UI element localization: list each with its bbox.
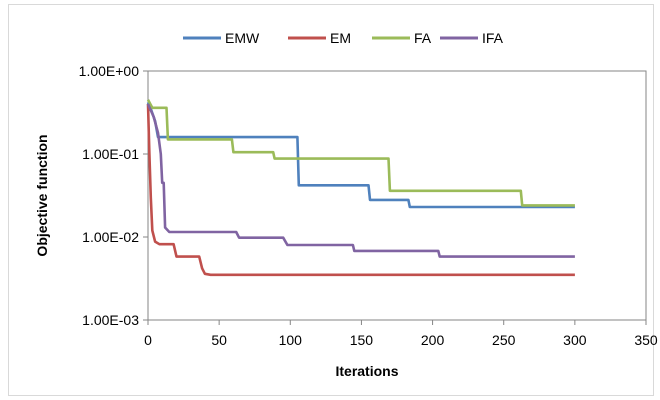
legend-item-em: EM [288, 30, 351, 46]
legend-item-emw: EMW [183, 30, 260, 46]
legend-item-fa: FA [372, 30, 432, 46]
plot-area [147, 70, 647, 321]
y-tick-label: 1.00E+00 [79, 63, 140, 79]
x-tick-label: 200 [421, 332, 445, 348]
series-line-em [146, 103, 575, 277]
x-axis-title: Iterations [335, 363, 398, 379]
x-tick-label: 150 [350, 332, 374, 348]
x-tick-label: 50 [211, 332, 227, 348]
legend-label: IFA [482, 30, 504, 46]
legend-item-ifa: IFA [440, 30, 504, 46]
x-tick-label: 250 [492, 332, 516, 348]
plot-border [147, 70, 647, 321]
y-tick-label: 1.00E-03 [82, 312, 139, 328]
y-tick-label: 1.00E-01 [82, 146, 139, 162]
legend: EMW EM FA IFA [183, 30, 504, 46]
x-axis: 0 50 100 150 200 250 300 350 [144, 320, 658, 348]
y-axis-title: Objective function [34, 134, 50, 256]
chart-area [8, 4, 654, 396]
series-layer [146, 99, 575, 277]
y-tick-label: 1.00E-02 [82, 229, 139, 245]
x-tick-label: 0 [144, 332, 152, 348]
series-line-fa [146, 99, 575, 207]
y-axis: 1.00E+00 1.00E-01 1.00E-02 1.00E-03 [79, 63, 148, 328]
legend-label: EM [330, 30, 351, 46]
x-tick-label: 300 [563, 332, 587, 348]
legend-label: EMW [225, 30, 260, 46]
legend-label: FA [414, 30, 432, 46]
series-line-ifa [146, 103, 575, 258]
x-tick-label: 100 [279, 332, 303, 348]
x-tick-label: 350 [634, 332, 658, 348]
